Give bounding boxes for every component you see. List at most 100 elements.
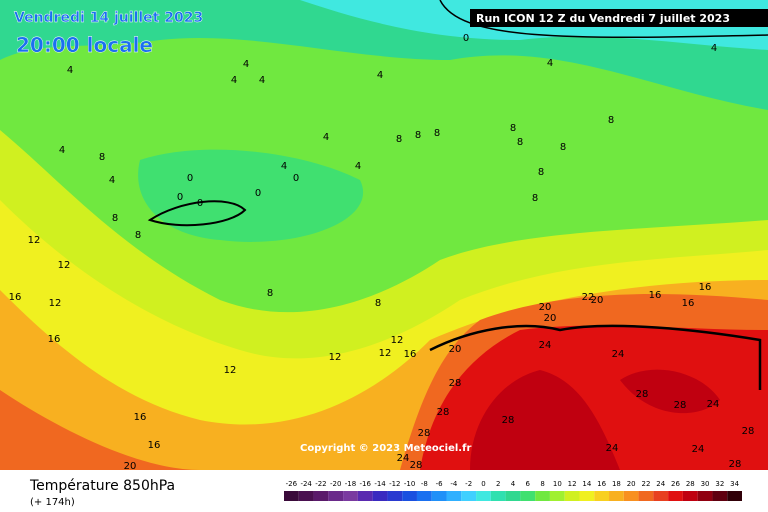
legend-swatch — [284, 491, 299, 501]
isotherm-label: 28 — [729, 459, 742, 470]
legend-swatch — [609, 491, 624, 501]
legend-swatch — [343, 491, 358, 501]
isotherm-label: 20 — [591, 295, 604, 306]
isotherm-label: 28 — [418, 428, 431, 439]
isotherm-label: 8 — [415, 130, 421, 141]
legend-tick-label: -4 — [450, 480, 458, 488]
legend-swatch — [431, 491, 447, 501]
legend-tick-label: 0 — [481, 480, 485, 488]
copyright: Copyright © 2023 Meteociel.fr — [300, 443, 471, 454]
isotherm-24 — [429, 324, 762, 390]
legend-swatch — [298, 491, 314, 501]
legend-tick-label: 34 — [730, 480, 739, 488]
isotherm-label: 24 — [539, 340, 552, 351]
legend-swatch — [535, 491, 550, 501]
isotherm-label: 8 — [267, 288, 273, 299]
legend-swatch — [357, 491, 373, 501]
isotherm-label: 24 — [692, 444, 705, 455]
isotherm-label: 8 — [510, 123, 516, 134]
zone-extreme — [470, 369, 720, 470]
isotherm-label: 16 — [134, 412, 147, 423]
isotherm-label: 16 — [404, 349, 417, 360]
legend-tick-label: 16 — [597, 480, 606, 488]
isotherm-0 — [147, 200, 247, 227]
isotherm-label: 16 — [699, 282, 712, 293]
legend-tick-label: 2 — [496, 480, 500, 488]
isotherm-label: 4 — [59, 145, 65, 156]
isotherm-label: 8 — [396, 134, 402, 145]
isotherm-label: 4 — [547, 58, 553, 69]
isotherm-label: 4 — [355, 161, 361, 172]
legend-tick-label: 18 — [612, 480, 621, 488]
legend-swatch — [712, 491, 728, 501]
footer-title: Température 850hPa — [29, 478, 175, 494]
legend-tick-label: -6 — [436, 480, 444, 488]
isotherm-label: 12 — [329, 352, 342, 363]
legend-tick-label: -8 — [421, 480, 428, 488]
isotherm-label: 28 — [742, 426, 755, 437]
legend-tick-label: 30 — [701, 480, 710, 488]
isotherm-label: 12 — [58, 260, 71, 271]
footer-lead: (+ 174h) — [30, 497, 75, 508]
legend-swatch — [727, 491, 742, 501]
isotherm-label: 0 — [197, 198, 203, 209]
legend-swatch — [682, 491, 698, 501]
isotherm-label: 22 — [582, 292, 595, 303]
legend-swatch — [697, 491, 713, 501]
zone-atlantic — [138, 149, 364, 242]
isotherm-label: 28 — [449, 378, 462, 389]
legend-tick-label: 10 — [553, 480, 562, 488]
isotherm-label: 28 — [502, 415, 515, 426]
isotherm-label: 0 — [463, 33, 469, 44]
isotherm-label: 8 — [560, 142, 566, 153]
isotherm-label: 24 — [612, 349, 625, 360]
legend-tick-label: -26 — [286, 480, 298, 488]
date-label: Vendredi 14 juillet 2023 — [14, 10, 203, 26]
isotherm-label: 12 — [49, 298, 62, 309]
legend-tick-label: 32 — [715, 480, 724, 488]
isotherm-label: 4 — [323, 132, 329, 143]
isotherm-label: 8 — [112, 213, 118, 224]
isotherm-label: 8 — [375, 298, 381, 309]
isotherm-label: 28 — [636, 389, 649, 400]
isotherm-label: 24 — [397, 453, 410, 464]
legend-tick-label: 8 — [540, 480, 544, 488]
legend-tick-label: -2 — [465, 480, 472, 488]
isotherm-label: 4 — [243, 59, 249, 70]
isotherm-label: 16 — [9, 292, 22, 303]
isotherm-label: 12 — [224, 365, 237, 376]
isotherm-0-north — [439, 0, 768, 39]
legend-tick-label: 22 — [642, 480, 651, 488]
legend-swatch — [520, 491, 536, 501]
isotherm-label: 8 — [434, 128, 440, 139]
isotherm-label: 4 — [281, 161, 287, 172]
isotherm-label: 4 — [377, 70, 383, 81]
run-box — [470, 9, 768, 27]
legend-swatch — [328, 491, 344, 501]
legend-swatch — [416, 491, 432, 501]
isotherm-label: 20 — [544, 313, 557, 324]
legend-tick-label: 26 — [671, 480, 680, 488]
legend-tick-label: -10 — [404, 480, 415, 488]
legend-swatch — [638, 491, 654, 501]
isotherm-label: 24 — [606, 443, 619, 454]
legend-swatch — [668, 491, 683, 501]
legend-swatch — [653, 491, 669, 501]
legend-swatch — [623, 491, 639, 501]
isotherm-label: 16 — [682, 298, 695, 309]
isotherm-label: 12 — [379, 348, 392, 359]
isotherm-label: 8 — [135, 230, 141, 241]
legend-tick-label: -20 — [330, 480, 341, 488]
isotherm-label: 0 — [293, 173, 299, 184]
legend-swatch — [402, 491, 417, 501]
isotherm-label: 16 — [48, 334, 61, 345]
legend-swatch — [579, 491, 595, 501]
legend-swatch — [372, 491, 388, 501]
legend-tick-label: 14 — [582, 480, 591, 488]
isotherm-label: 4 — [711, 43, 717, 54]
isotherm-label: 8 — [608, 115, 614, 126]
isotherm-label: 28 — [437, 407, 450, 418]
legend-tick-label: -14 — [374, 480, 386, 488]
isotherm-label: 4 — [67, 65, 73, 76]
